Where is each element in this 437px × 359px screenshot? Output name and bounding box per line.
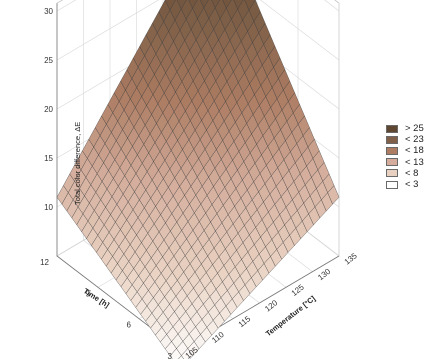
surface-cell bbox=[244, 0, 256, 11]
legend-label: < 8 bbox=[405, 167, 419, 179]
legend-label: < 13 bbox=[405, 156, 424, 168]
surface-cell bbox=[178, 355, 185, 359]
surface-cell bbox=[200, 0, 209, 9]
x-tick-label: 9 bbox=[86, 289, 91, 298]
legend-swatch bbox=[386, 169, 398, 178]
z-axis-label: Total color difference, ΔE bbox=[73, 122, 82, 205]
legend-item: > 25 bbox=[386, 123, 424, 134]
surface-cell bbox=[188, 0, 198, 9]
z-tick-label: 30 bbox=[44, 7, 53, 16]
surface-cell bbox=[211, 0, 221, 9]
y-tick-label: 115 bbox=[237, 314, 253, 329]
response-surface bbox=[56, 0, 340, 359]
y-tick-label: 125 bbox=[290, 282, 306, 298]
legend-swatch bbox=[386, 135, 398, 144]
z-tick-label: 20 bbox=[44, 105, 53, 114]
legend-item: < 13 bbox=[386, 157, 424, 168]
x-tick-label: 3 bbox=[168, 352, 173, 359]
legend-label: < 18 bbox=[405, 145, 424, 157]
legend-item: < 8 bbox=[386, 168, 424, 179]
z-tick-label: 15 bbox=[44, 154, 53, 163]
y-tick-label: 135 bbox=[343, 251, 359, 267]
surface-cell bbox=[222, 0, 232, 9]
surface-cell bbox=[164, 0, 176, 11]
z-tick-label: 25 bbox=[44, 56, 53, 65]
legend-swatch bbox=[386, 158, 398, 167]
x-tick-label: 6 bbox=[127, 321, 132, 330]
legend-label: < 3 bbox=[405, 179, 419, 191]
legend-swatch bbox=[386, 124, 398, 133]
legend-item: < 23 bbox=[386, 134, 424, 145]
legend-swatch bbox=[386, 180, 398, 189]
x-tick-label: 12 bbox=[40, 258, 49, 267]
y-tick-label: 120 bbox=[263, 298, 279, 314]
z-tick-label: 10 bbox=[44, 203, 53, 212]
surface-cell bbox=[233, 0, 244, 10]
surface-cell bbox=[327, 185, 340, 205]
legend-label: > 25 bbox=[405, 123, 424, 135]
axis-frame bbox=[56, 3, 340, 351]
y-tick-label: 130 bbox=[316, 267, 332, 283]
legend: > 25 < 23 < 18 < 13 < 8 < 3 bbox=[386, 123, 424, 190]
legend-swatch bbox=[386, 146, 398, 155]
legend-label: < 23 bbox=[405, 134, 424, 146]
legend-item: < 18 bbox=[386, 145, 424, 156]
legend-item: < 3 bbox=[386, 179, 424, 190]
surface-cell bbox=[176, 0, 187, 10]
